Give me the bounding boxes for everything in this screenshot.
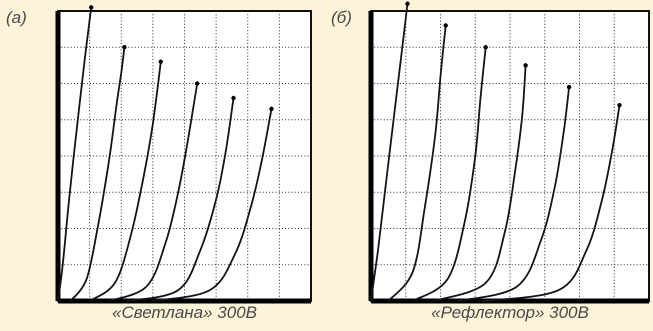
series-line-3	[411, 46, 487, 302]
panel-b-label: (б)	[331, 8, 352, 27]
series-line-6	[481, 104, 621, 302]
series-line-1	[370, 2, 409, 302]
series-end-point-2	[443, 23, 448, 28]
series-end-point-3	[483, 45, 488, 50]
series-end-point-4	[194, 81, 200, 86]
series-line-4	[107, 82, 199, 302]
series-end-point-5	[231, 95, 236, 101]
series-line-3	[88, 60, 162, 302]
series-end-point-6	[269, 106, 274, 112]
caption-svetlana: «Светлана» 300В	[111, 303, 257, 322]
caption-reflektor: «Рефлектор» 300В	[431, 303, 589, 322]
series-line-5	[457, 86, 570, 302]
series-line-4	[432, 64, 527, 302]
series-end-point-3	[158, 59, 163, 64]
series-line-1	[57, 6, 93, 302]
series-end-point-4	[523, 63, 528, 68]
series-end-point-2	[122, 45, 127, 50]
panel-a-label: (а)	[6, 8, 27, 27]
series-end-point-1	[405, 1, 410, 6]
svetlana-plot	[55, 5, 312, 304]
series-line-2	[387, 24, 447, 302]
series-line-6	[152, 108, 273, 302]
series-end-point-5	[566, 84, 572, 90]
reflektor-plot	[368, 1, 650, 304]
series-line-2	[69, 46, 126, 302]
series-end-point-1	[89, 5, 94, 10]
series-end-point-6	[617, 103, 622, 108]
series-line-5	[126, 97, 235, 302]
